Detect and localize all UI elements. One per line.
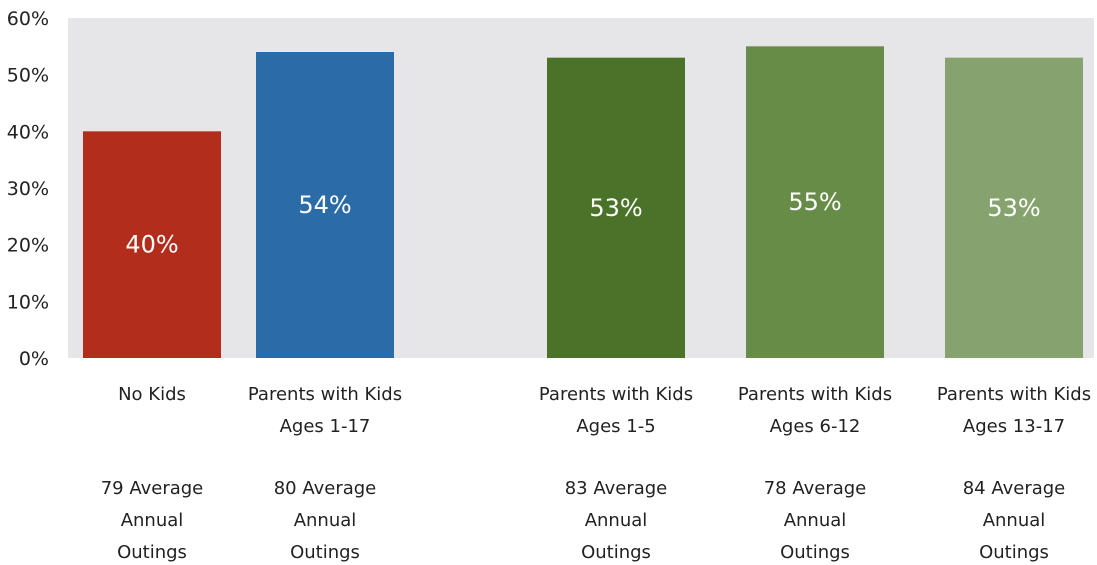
bar-value-label: 40%	[125, 231, 178, 259]
category-label: Ages 6-12	[770, 416, 861, 437]
category-label: Parents with Kids	[248, 384, 402, 405]
y-tick-label: 20%	[7, 235, 49, 257]
average-outings-label: Outings	[780, 542, 850, 563]
average-outings-label: Annual	[784, 510, 847, 531]
average-outings-label: 78 Average	[764, 478, 867, 499]
bar	[547, 57, 685, 359]
average-outings-label: Outings	[290, 542, 360, 563]
average-outings-label: Annual	[585, 510, 648, 531]
average-outings-label: Annual	[121, 510, 184, 531]
bar-value-label: 53%	[987, 194, 1040, 222]
category-label: Parents with Kids	[738, 384, 892, 405]
y-tick-label: 40%	[7, 121, 49, 143]
category-label: Parents with Kids	[937, 384, 1091, 405]
average-outings-label: Annual	[294, 510, 357, 531]
average-outings-label: Outings	[979, 542, 1049, 563]
bar-value-label: 53%	[589, 194, 642, 222]
y-tick-label: 10%	[7, 291, 49, 313]
category-label: Ages 1-5	[576, 416, 655, 437]
outings-sublabels: 79 Average Annual Outings 80 Average Annual O…	[101, 478, 1066, 563]
bar	[746, 46, 884, 358]
y-tick-label: 50%	[7, 65, 49, 87]
average-outings-label: 79 Average	[101, 478, 204, 499]
bar-value-label: 54%	[298, 191, 351, 219]
average-outings-label: Outings	[581, 542, 651, 563]
y-tick-label: 0%	[19, 348, 49, 370]
bar-value-labels: 40% 54% 53% 55% 53%	[125, 188, 1040, 259]
average-outings-label: 80 Average	[274, 478, 377, 499]
bars	[83, 46, 1083, 359]
average-outings-label: Outings	[117, 542, 187, 563]
average-outings-label: 83 Average	[565, 478, 668, 499]
bar	[256, 52, 394, 358]
bar	[83, 131, 221, 358]
category-label: Ages 13-17	[963, 416, 1065, 437]
category-label: No Kids	[118, 384, 186, 405]
category-label: Ages 1-17	[280, 416, 371, 437]
bar	[945, 57, 1083, 359]
category-label: Parents with Kids	[539, 384, 693, 405]
average-outings-label: 84 Average	[963, 478, 1066, 499]
x-axis-category-labels: No Kids Parents with Kids Ages 1-17 Parents…	[118, 384, 1091, 437]
y-tick-label: 30%	[7, 178, 49, 200]
bar-value-label: 55%	[788, 188, 841, 216]
y-axis: 0% 10% 20% 30% 40% 50% 60%	[7, 8, 49, 370]
y-tick-label: 60%	[7, 8, 49, 30]
average-outings-label: Annual	[983, 510, 1046, 531]
